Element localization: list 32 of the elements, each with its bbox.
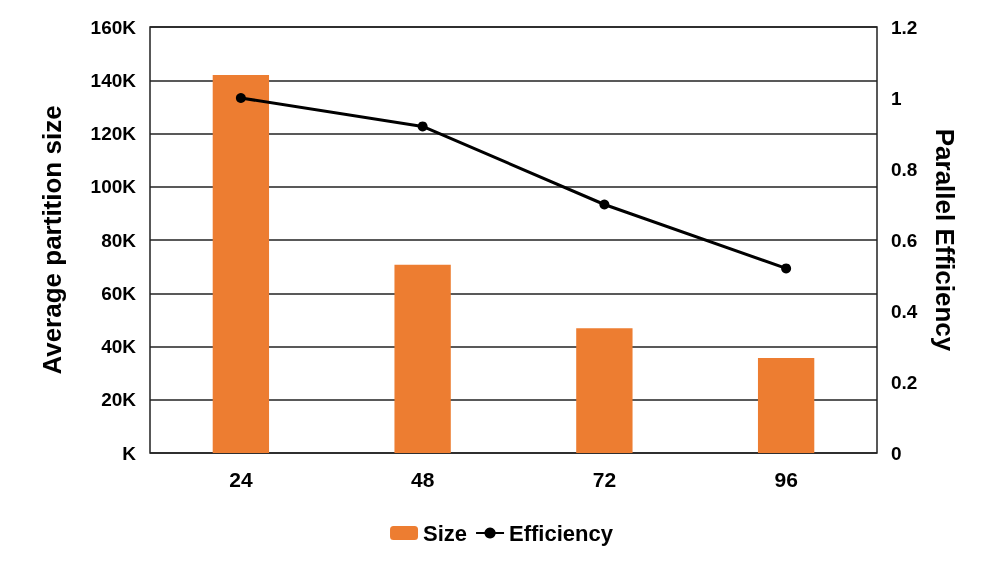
x-tick-label: 48 xyxy=(410,468,435,491)
y2-tick-label: 0.8 xyxy=(891,158,918,180)
y2-tick-label: 1 xyxy=(891,87,902,109)
point xyxy=(235,93,246,103)
y2-tick-label: 0 xyxy=(891,442,902,464)
bar xyxy=(757,357,815,453)
bar xyxy=(576,328,633,453)
point xyxy=(781,263,792,274)
bar xyxy=(212,74,270,453)
y2-tick-label: 1.2 xyxy=(891,16,918,38)
legend-label: Size xyxy=(423,520,468,546)
y-tick-label: 60K xyxy=(101,282,137,304)
y2-tick-label: 0.6 xyxy=(891,229,918,251)
y2-axis-title: Parallel Efficiency xyxy=(930,128,960,352)
bar xyxy=(394,264,451,453)
y-tick-label: 140K xyxy=(90,69,137,91)
y-tick-label: 40K xyxy=(101,336,137,357)
point xyxy=(599,199,610,210)
x-tick-label: 96 xyxy=(774,468,798,491)
y-axis-title: Average partition size xyxy=(37,105,67,375)
x-tick-label: 24 xyxy=(229,468,253,491)
y-tick-label: 160K xyxy=(90,16,137,38)
legend-label: Efficiency xyxy=(509,520,614,546)
y-tick-label: 80K xyxy=(101,229,137,251)
y-tick-label: 120K xyxy=(90,123,137,144)
y-tick-label: 100K xyxy=(90,176,137,198)
x-tick-label: 72 xyxy=(592,468,617,491)
y2-tick-label: 0.4 xyxy=(891,300,918,322)
y2-tick-label: 0.2 xyxy=(891,371,918,393)
point xyxy=(417,121,428,132)
y-tick-label: K xyxy=(122,442,137,464)
y-tick-label: 20K xyxy=(101,389,137,411)
